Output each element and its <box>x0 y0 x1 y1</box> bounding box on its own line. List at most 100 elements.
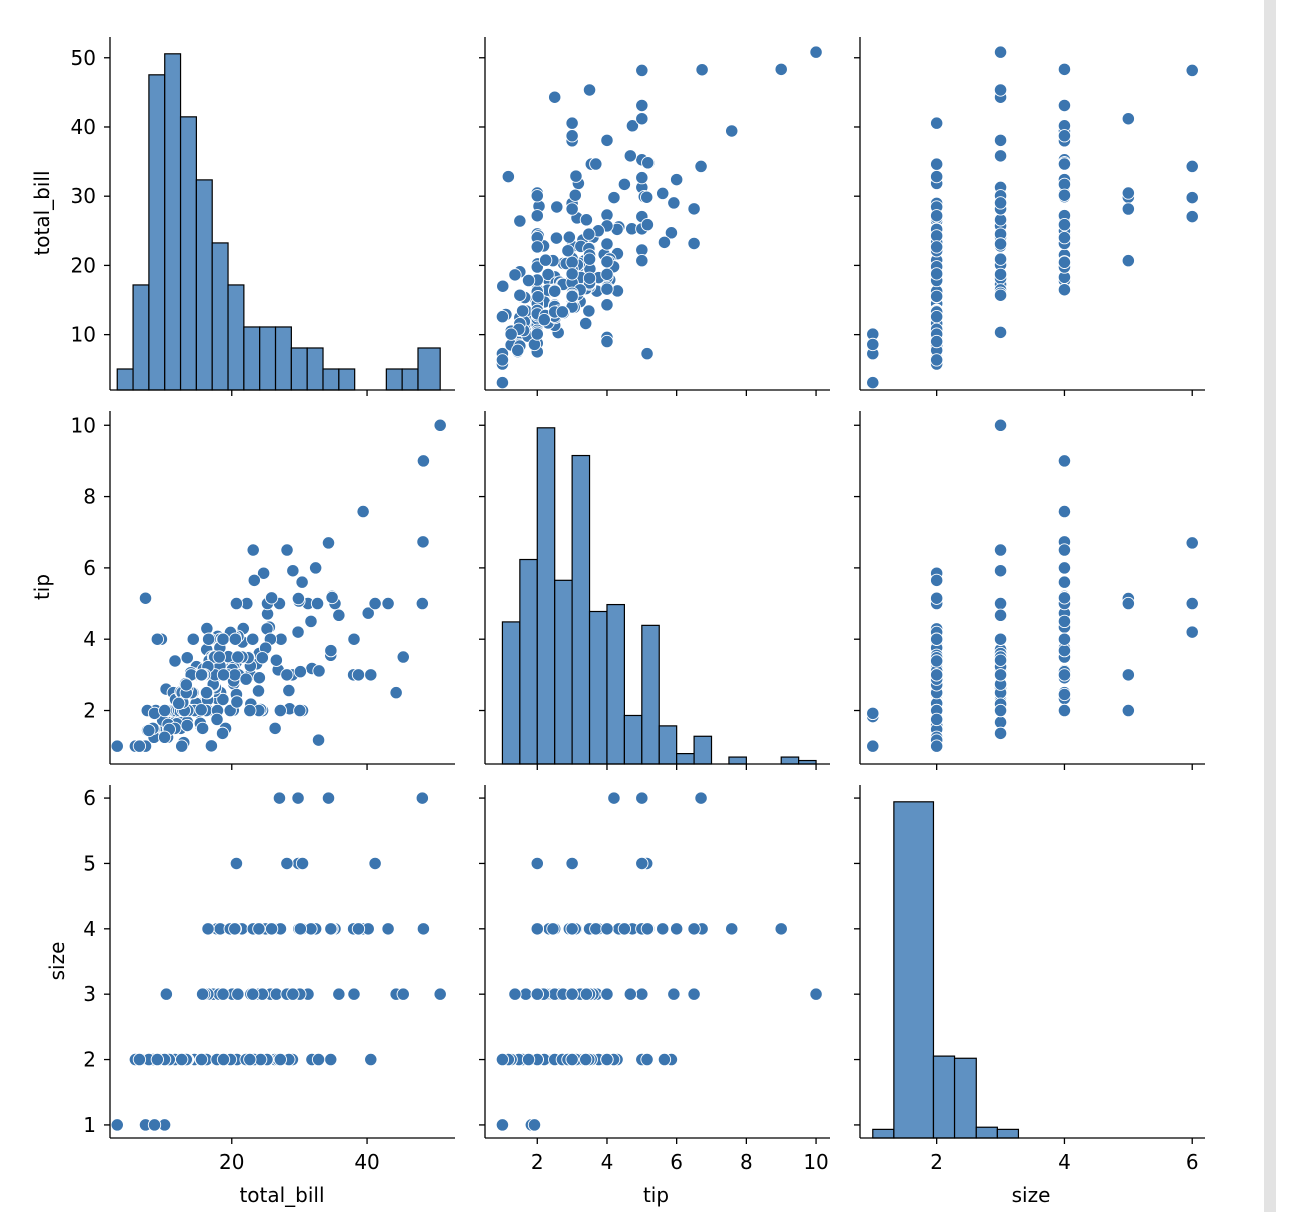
ytick-label-size-2: 3 <box>83 982 96 1006</box>
point-tip-total_bill-182 <box>396 650 410 664</box>
point-total_bill-tip-221 <box>582 304 596 318</box>
point-total_bill-tip-200 <box>600 267 614 281</box>
point-tip-total_bill-236 <box>175 739 189 753</box>
point-total_bill-tip-181 <box>657 235 672 250</box>
point-tip-total_bill-83 <box>310 596 325 611</box>
ytick-label-tip-0: 2 <box>83 699 96 723</box>
point-size-tip-244 <box>600 1052 614 1067</box>
point-tip-size-180 <box>1057 643 1072 658</box>
point-size-total_bill-159 <box>201 922 215 936</box>
point-tip-total_bill-214 <box>280 543 294 557</box>
scrollbar-track[interactable] <box>1264 0 1276 1212</box>
point-size-total_bill-197 <box>381 922 395 936</box>
point-total_bill-tip-227 <box>565 255 579 269</box>
point-tip-total_bill-226 <box>158 703 172 718</box>
point-tip-total_bill-88 <box>256 566 271 580</box>
hist-bar-size-1 <box>893 801 935 1139</box>
hist-bar-tip-7 <box>623 714 643 765</box>
hist-bar-total_bill-6 <box>211 242 229 391</box>
point-tip-total_bill-47 <box>308 561 323 575</box>
point-total_bill-tip-184 <box>565 116 579 130</box>
point-tip-total_bill-244 <box>150 632 165 646</box>
point-tip-size-211 <box>1057 591 1072 605</box>
point-tip-total_bill-237 <box>311 733 326 747</box>
point-tip-total_bill-142 <box>368 596 382 611</box>
point-total_bill-tip-167 <box>617 177 632 192</box>
point-total_bill-tip-188 <box>582 271 597 285</box>
point-size-tip-181 <box>657 1052 672 1067</box>
point-tip-total_bill-23 <box>356 504 370 519</box>
point-total_bill-size-212 <box>1057 62 1072 76</box>
ytick-label-size-0: 1 <box>83 1113 96 1137</box>
point-total_bill-tip-67 <box>495 375 510 390</box>
point-total_bill-size-239 <box>993 196 1008 210</box>
panel-size-vs-size: 2 4 6 <box>854 785 1205 1174</box>
point-tip-total_bill-109 <box>186 632 200 646</box>
point-tip-size-212 <box>1057 454 1072 468</box>
point-tip-size-227 <box>1057 668 1072 682</box>
point-tip-total_bill-155 <box>291 591 306 606</box>
point-total_bill-tip-232 <box>579 316 593 331</box>
point-tip-total_bill-188 <box>212 650 226 664</box>
point-total_bill-size-179 <box>930 157 944 171</box>
point-tip-total_bill-227 <box>228 668 242 682</box>
xtick-label-total_bill-1: 40 <box>354 1150 379 1174</box>
point-tip-total_bill-235 <box>157 730 172 744</box>
ytick-label-total_bill-4: 50 <box>71 46 96 70</box>
hist-bar-total_bill-10 <box>274 326 292 391</box>
point-tip-size-185 <box>1121 596 1135 611</box>
point-total_bill-tip-47 <box>670 172 684 187</box>
point-size-total_bill-237 <box>311 1052 326 1067</box>
point-tip-total_bill-165 <box>255 651 269 665</box>
point-total_bill-tip-146 <box>508 268 522 282</box>
point-tip-total_bill-141 <box>321 536 336 550</box>
ylabel-size: size <box>45 942 69 981</box>
point-total_bill-size-184 <box>930 116 944 130</box>
point-total_bill-size-182 <box>993 83 1008 97</box>
point-total_bill-size-156 <box>1185 63 1199 78</box>
hist-bar-tip-1 <box>519 558 538 765</box>
point-total_bill-size-180 <box>1057 157 1072 171</box>
point-total_bill-size-200 <box>993 267 1008 281</box>
point-total_bill-tip-211 <box>640 217 655 232</box>
point-total_bill-size-67 <box>866 375 880 390</box>
point-total_bill-tip-192 <box>550 200 564 214</box>
point-total_bill-tip-229 <box>561 244 575 258</box>
point-size-tip-204 <box>600 922 614 936</box>
point-total_bill-size-243 <box>930 267 944 281</box>
point-tip-size-141 <box>1185 536 1199 550</box>
point-size-tip-200 <box>600 987 614 1001</box>
point-tip-size-39 <box>993 596 1008 611</box>
point-total_bill-size-16 <box>993 325 1008 339</box>
point-total_bill-tip-226 <box>530 327 544 341</box>
point-tip-total_bill-119 <box>252 671 267 685</box>
point-size-tip-216 <box>565 856 579 871</box>
point-total_bill-size-125 <box>1185 190 1199 205</box>
point-size-tip-33 <box>546 922 560 936</box>
point-total_bill-tip-225 <box>548 284 562 298</box>
point-total_bill-tip-142 <box>635 112 649 126</box>
ytick-label-tip-1: 4 <box>83 627 96 651</box>
point-size-tip-214 <box>687 987 701 1001</box>
point-tip-total_bill-238 <box>332 608 346 622</box>
point-total_bill-tip-242 <box>521 273 536 288</box>
point-tip-size-206 <box>993 653 1008 667</box>
point-size-total_bill-241 <box>243 1052 257 1067</box>
point-tip-size-245 <box>930 739 944 753</box>
point-tip-total_bill-192 <box>282 683 296 698</box>
point-total_bill-tip-57 <box>513 214 527 228</box>
point-total_bill-tip-219 <box>568 188 582 202</box>
point-size-total_bill-239 <box>286 987 300 1001</box>
point-tip-total_bill-85 <box>325 590 339 605</box>
point-total_bill-size-189 <box>993 237 1008 251</box>
point-total_bill-tip-85 <box>641 156 655 170</box>
point-total_bill-size-236 <box>930 309 944 324</box>
point-tip-size-244 <box>930 632 944 646</box>
point-tip-total_bill-229 <box>239 672 253 686</box>
panel-total_bill-vs-total_bill: 10 20 30 40 50 <box>71 37 455 396</box>
point-tip-total_bill-167 <box>304 614 318 629</box>
point-tip-total_bill-219 <box>293 664 308 679</box>
ytick-label-total_bill-2: 30 <box>71 184 96 208</box>
point-tip-size-172 <box>930 591 944 605</box>
point-tip-total_bill-57 <box>268 721 282 735</box>
